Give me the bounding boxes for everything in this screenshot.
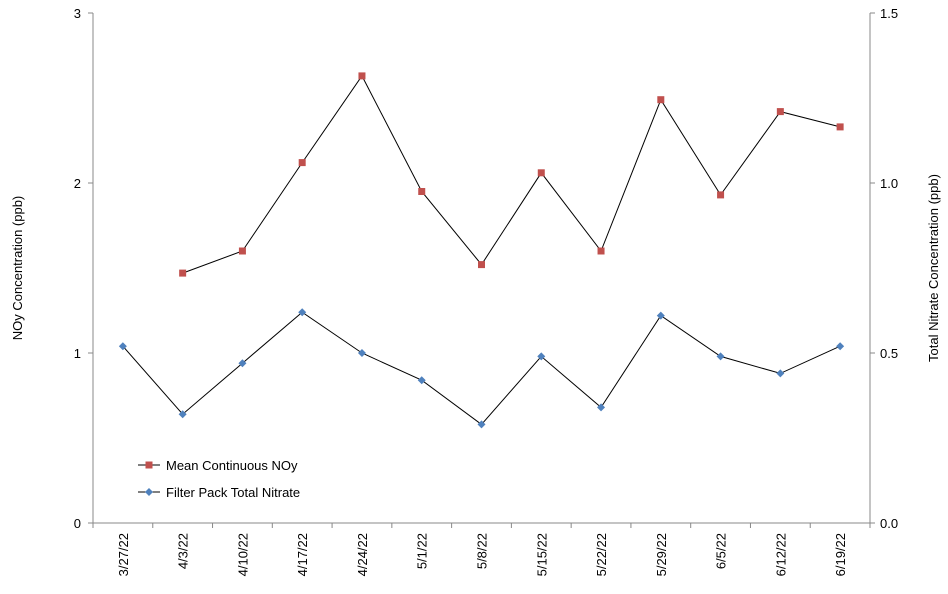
x-tick-label: 6/19/22 [833, 533, 848, 576]
y2-tick-label: 0.5 [880, 346, 898, 361]
x-tick-label: 5/8/22 [475, 533, 490, 569]
legend-label: Mean Continuous NOy [166, 458, 298, 473]
point [537, 352, 546, 361]
x-tick-label: 5/1/22 [415, 533, 430, 569]
point [238, 247, 246, 255]
x-tick-label: 6/12/22 [773, 533, 788, 576]
point [418, 188, 426, 195]
y-axis-label: NOy Concentration (ppb) [10, 196, 25, 341]
point [836, 342, 845, 351]
point [417, 376, 426, 385]
point [776, 369, 785, 378]
point [358, 72, 366, 80]
y-tick-label: 1 [74, 346, 81, 361]
y2-axis-label: Total Nitrate Concentration (ppb) [926, 174, 941, 362]
point [836, 123, 844, 131]
point [145, 488, 153, 496]
point [478, 261, 485, 269]
point [477, 420, 486, 429]
point [717, 191, 725, 199]
series-line [182, 74, 841, 274]
y2-tick-label: 0.0 [880, 516, 898, 531]
x-tick-label: 4/10/22 [235, 533, 250, 576]
point [657, 96, 665, 104]
x-tick-label: 5/15/22 [534, 533, 549, 576]
point [537, 169, 545, 177]
point [179, 269, 187, 277]
point [298, 159, 306, 167]
point [716, 352, 725, 361]
point [298, 308, 307, 317]
y2-tick-label: 1.5 [880, 6, 898, 21]
point [656, 311, 665, 320]
x-tick-label: 5/22/22 [594, 533, 609, 576]
x-tick-label: 4/24/22 [355, 533, 370, 576]
x-tick-label: 6/5/22 [714, 533, 729, 569]
point [118, 342, 127, 351]
x-tick-label: 3/27/22 [116, 533, 131, 576]
point [776, 108, 784, 116]
point [597, 247, 605, 255]
point [178, 410, 187, 419]
y-tick-label: 0 [74, 516, 81, 531]
series-line [122, 311, 841, 426]
x-tick-label: 5/29/22 [654, 533, 669, 576]
x-tick-label: 4/17/22 [295, 533, 310, 576]
y2-tick-label: 1.0 [880, 176, 898, 191]
x-tick-label: 4/3/22 [176, 533, 191, 569]
point [597, 403, 606, 412]
point [357, 349, 366, 357]
y-tick-label: 3 [74, 6, 81, 21]
y-tick-label: 2 [74, 176, 81, 191]
legend-label: Filter Pack Total Nitrate [166, 485, 300, 500]
point [238, 359, 247, 368]
point [145, 461, 153, 469]
